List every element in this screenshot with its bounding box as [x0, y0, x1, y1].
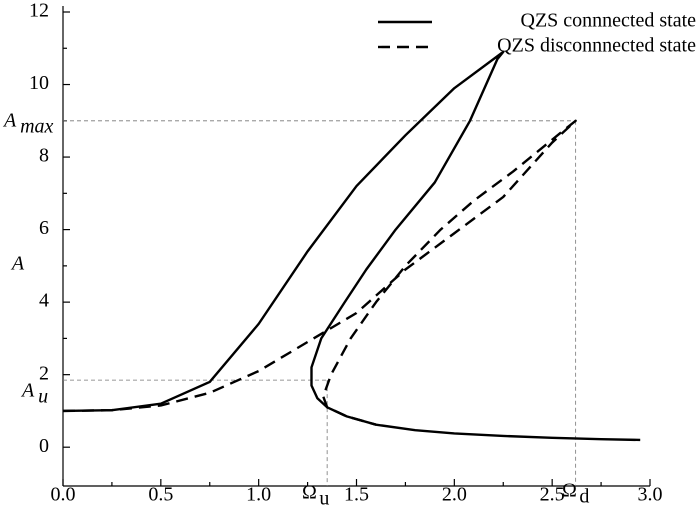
- x-tick-label: 3.0: [638, 484, 663, 506]
- y-tick-label: 0: [39, 435, 49, 457]
- series-line: [62, 119, 577, 426]
- x-tick-label: 0.0: [51, 484, 76, 506]
- series-line: [62, 50, 641, 442]
- x-tick-label: 1.5: [344, 484, 369, 506]
- x-tick-label: 2.5: [540, 484, 565, 506]
- annotation-label: Ω: [562, 480, 577, 502]
- x-tick-label: 1.0: [246, 484, 271, 506]
- y-tick-label: 4: [39, 290, 49, 312]
- y-tick-label: 10: [29, 72, 49, 94]
- annotation-label: Ω: [302, 482, 317, 504]
- y-axis-label: A: [10, 253, 25, 275]
- annotation-label: A: [20, 380, 35, 402]
- annotation-sub: u: [319, 488, 329, 510]
- x-tick-label: 0.5: [148, 484, 173, 506]
- annotation-sub: d: [579, 486, 589, 508]
- legend-label: QZS connnected state: [521, 10, 697, 32]
- y-tick-label: 2: [39, 362, 49, 384]
- legend-label: QZS disconnnected state: [497, 35, 696, 57]
- annotation-sub: max: [20, 116, 53, 138]
- y-tick-label: 12: [29, 0, 49, 22]
- x-tick-label: 2.0: [442, 484, 467, 506]
- annotation-sub: u: [38, 386, 48, 408]
- y-tick-label: 6: [39, 217, 49, 239]
- annotation-label: A: [2, 110, 17, 132]
- y-tick-label: 8: [39, 145, 49, 167]
